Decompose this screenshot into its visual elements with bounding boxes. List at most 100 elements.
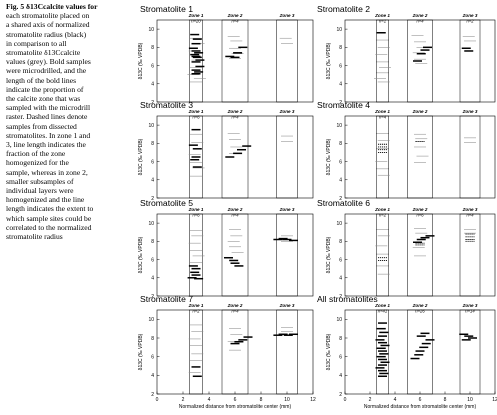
y-tick-label: 2	[339, 196, 342, 202]
zone-box	[189, 213, 203, 297]
caption-line: stromatolites. In zone 1 and	[6, 130, 91, 140]
y-tick-label: 8	[339, 141, 342, 147]
plot-frame	[344, 115, 496, 199]
caption-line: Fig. 5 δ13Ccalcite values for	[6, 2, 98, 11]
y-tick-label: 8	[339, 336, 342, 342]
y-tick-label: 4	[339, 276, 342, 282]
caption-line: stromatolite radius (black)	[6, 29, 87, 39]
y-tick-label: 6	[151, 159, 154, 165]
zone-box	[221, 309, 249, 395]
zone-label: Zone 2	[227, 207, 243, 212]
x-tick-label: 12	[492, 397, 497, 403]
y-tick-label: 8	[151, 45, 154, 51]
zone-n-label: n=6	[416, 213, 424, 218]
caption-line: the calcite zone that was	[6, 94, 81, 103]
zone-box	[189, 115, 203, 199]
zone-label: Zone 1	[188, 303, 204, 308]
y-tick-label: 10	[148, 221, 154, 227]
y-axis-label: δ13C (‰ VPDB)	[138, 236, 144, 273]
chart-panel: Stromatolite 4 Zone 1n=4 Zone 2 Zone 3 2 4 6 8 1…	[317, 100, 496, 202]
x-tick-label: 12	[310, 397, 316, 403]
y-tick-label: 2	[151, 196, 154, 202]
zone-label: Zone 2	[227, 303, 243, 308]
zone-label: Zone 3	[279, 303, 295, 308]
zone-n-label: n=4	[379, 115, 387, 120]
zone-label: Zone 1	[188, 109, 204, 114]
y-tick-label: 10	[336, 221, 342, 227]
zone-box	[276, 213, 298, 297]
zone-label: Zone 2	[412, 303, 428, 308]
zone-label: Zone 3	[279, 207, 295, 212]
y-tick-label: 2	[151, 392, 154, 398]
y-tick-label: 8	[339, 239, 342, 245]
zone-box	[407, 213, 433, 297]
y-tick-label: 8	[151, 141, 154, 147]
zone-n-label: n=4	[416, 19, 424, 24]
y-tick-label: 2	[339, 392, 342, 398]
caption-line: raster. Dashed lines denote	[6, 112, 88, 122]
caption-line: sample, whereas in zone 2,	[6, 167, 88, 177]
zone-label: Zone 2	[227, 13, 243, 18]
zone-n-label: n=4	[231, 213, 239, 218]
zone-box	[407, 19, 433, 103]
panel-title: Stromatolite 3	[140, 100, 193, 110]
y-tick-label: 2	[151, 294, 154, 300]
zone-label: Zone 1	[188, 207, 204, 212]
y-tick-label: 10	[148, 27, 154, 33]
y-tick-label: 2	[339, 294, 342, 300]
y-tick-label: 4	[151, 82, 154, 88]
zone-label: Zone 3	[279, 109, 295, 114]
zone-n-label: n=4	[231, 115, 239, 120]
zone-n-label: n=2	[192, 309, 200, 314]
x-tick-label: 10	[284, 397, 290, 403]
caption-line: sampled with the microdrill	[6, 103, 91, 113]
caption-line: indicate the proportion of	[6, 84, 84, 94]
x-axis-label: Normalized distance from stromatolite ce…	[179, 404, 292, 410]
caption-line: 3, line length indicates the	[6, 140, 86, 149]
zone-box	[459, 115, 481, 199]
zone-n-label: n=2	[379, 213, 387, 218]
caption-line: homogenized and the line	[6, 195, 85, 205]
y-tick-label: 6	[339, 354, 342, 360]
caption-line: which sample sites could be	[6, 213, 92, 223]
zone-box	[276, 19, 298, 103]
zone-label: Zone 2	[412, 109, 428, 114]
caption-line: stromatolite radius	[6, 232, 63, 241]
zone-box	[221, 19, 249, 103]
y-tick-label: 2	[151, 100, 154, 106]
figure-caption: Fig. 5 δ13Ccalcite values for each stroma…	[6, 2, 136, 302]
panel-title: Stromatolite 7	[140, 294, 193, 304]
zone-label: Zone 1	[188, 13, 204, 18]
y-tick-label: 8	[339, 45, 342, 51]
y-axis-label: δ13C (‰ VPDB)	[138, 138, 144, 175]
zone-box	[459, 213, 481, 297]
caption-line: a shared axis of normalized	[6, 20, 90, 30]
y-tick-label: 8	[151, 239, 154, 245]
plot-frame	[156, 19, 314, 103]
x-tick-label: 6	[419, 397, 422, 403]
zone-label: Zone 2	[412, 13, 428, 18]
zone-box	[376, 19, 389, 103]
zone-n-label: n=6	[192, 115, 200, 120]
caption-line: homogenized for the	[6, 158, 69, 168]
zone-box	[376, 213, 389, 297]
zone-box	[376, 309, 389, 395]
zone-n-label: n=4	[231, 19, 239, 24]
x-tick-label: 6	[234, 397, 237, 403]
zone-box	[459, 19, 481, 103]
zone-label: Zone 1	[374, 207, 390, 212]
x-tick-label: 0	[156, 397, 159, 403]
x-tick-label: 2	[182, 397, 185, 403]
zone-n-label: n=4	[231, 309, 239, 314]
zone-n-label: n=6	[192, 213, 200, 218]
y-tick-label: 10	[336, 123, 342, 129]
y-axis-label: δ13C (‰ VPDB)	[326, 42, 332, 79]
y-axis-label: δ13C (‰ VPDB)	[138, 42, 144, 79]
plot-frame	[156, 213, 314, 297]
x-tick-label: 10	[467, 397, 473, 403]
x-tick-label: 4	[394, 397, 397, 403]
y-tick-label: 4	[151, 373, 154, 379]
